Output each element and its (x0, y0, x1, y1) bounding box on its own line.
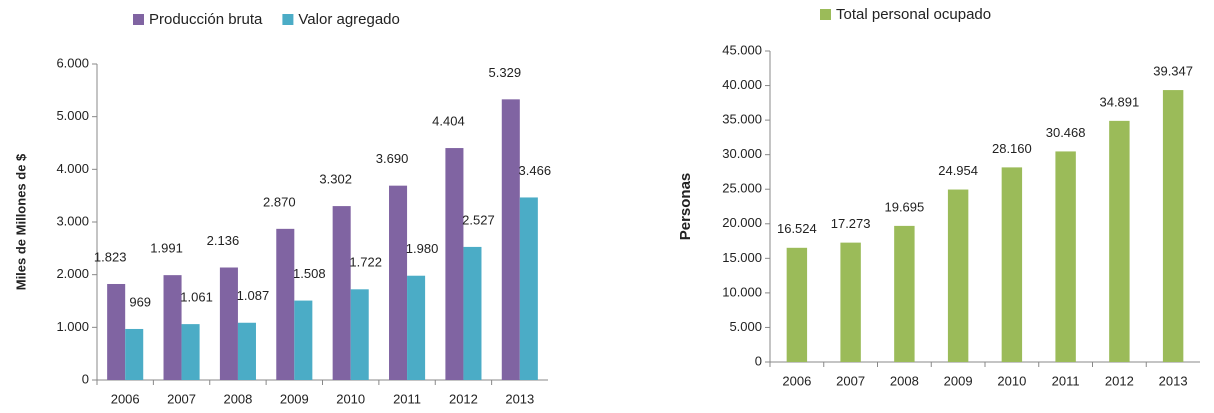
x-tick-label: 2013 (1159, 373, 1188, 388)
y-axis-label: Miles de Millones de $ (13, 153, 28, 290)
bar (786, 247, 808, 362)
bar (407, 275, 426, 380)
data-label: 1.980 (406, 241, 439, 256)
x-tick-label: 2011 (1052, 373, 1080, 388)
bar (237, 322, 256, 380)
data-label: 1.991 (150, 241, 183, 256)
x-tick-label: 2006 (111, 391, 140, 406)
x-tick-label: 2007 (836, 373, 865, 388)
y-tick-label: 6.000 (56, 55, 89, 70)
bar (107, 283, 126, 380)
y-tick-label: 10.000 (722, 284, 762, 299)
y-tick-label: 15.000 (722, 250, 762, 265)
bar (445, 148, 464, 380)
data-label: 3.302 (319, 172, 352, 187)
x-tick-label: 2007 (167, 391, 196, 406)
bar (947, 189, 969, 362)
data-label: 969 (129, 294, 151, 309)
bar (125, 328, 144, 380)
bar (463, 246, 482, 380)
bar (1001, 167, 1023, 362)
y-tick-label: 40.000 (722, 77, 762, 92)
legend-label: Total personal ocupado (836, 6, 991, 23)
bar (501, 99, 520, 381)
data-label: 28.160 (992, 141, 1032, 156)
legend-swatch (133, 14, 144, 25)
bar (1055, 151, 1076, 362)
y-tick-label: 5.000 (56, 108, 89, 123)
x-tick-label: 2008 (890, 373, 919, 388)
data-label: 17.273 (831, 216, 871, 231)
data-label: 3.690 (376, 151, 409, 166)
x-tick-label: 2011 (393, 391, 421, 406)
x-tick-label: 2013 (505, 391, 534, 406)
x-tick-label: 2009 (280, 391, 309, 406)
bar (294, 300, 313, 380)
x-tick-label: 2010 (997, 373, 1026, 388)
y-tick-label: 35.000 (722, 112, 762, 127)
data-label: 5.329 (489, 65, 522, 80)
y-tick-label: 1.000 (56, 319, 89, 334)
data-label: 16.524 (777, 221, 817, 236)
bar (332, 206, 351, 380)
y-tick-label: 3.000 (56, 213, 89, 228)
bar (840, 242, 861, 362)
data-label: 2.870 (263, 194, 296, 209)
bar (1162, 90, 1184, 362)
y-tick-label: 0 (755, 353, 762, 368)
data-label: 1.061 (180, 290, 213, 305)
data-label: 3.466 (519, 163, 552, 178)
y-tick-label: 2.000 (56, 266, 89, 281)
legend-swatch (820, 9, 831, 20)
x-tick-label: 2010 (336, 391, 365, 406)
data-label: 1.087 (237, 288, 270, 303)
bar (163, 275, 182, 380)
bar (350, 289, 369, 380)
x-tick-label: 2012 (1105, 373, 1134, 388)
legend-swatch (282, 14, 294, 25)
bar (1109, 120, 1130, 362)
y-tick-label: 20.000 (722, 215, 762, 230)
data-label: 19.695 (884, 199, 924, 214)
bar (389, 185, 408, 380)
y-tick-label: 0 (82, 371, 89, 386)
data-label: 1.823 (94, 249, 127, 264)
data-label: 2.527 (462, 212, 495, 227)
data-label: 2.136 (207, 233, 240, 248)
data-label: 39.347 (1153, 64, 1193, 79)
bar (219, 267, 238, 380)
y-axis-label: Personas (677, 173, 694, 241)
legend-label: Valor agregado (298, 11, 399, 28)
data-label: 1.508 (293, 266, 326, 281)
data-label: 24.954 (938, 163, 978, 178)
x-tick-label: 2006 (782, 373, 811, 388)
legend-label: Producción bruta (149, 11, 263, 28)
bar (894, 225, 915, 362)
data-label: 30.468 (1046, 125, 1086, 140)
y-tick-label: 45.000 (722, 42, 762, 57)
x-tick-label: 2012 (449, 391, 478, 406)
y-tick-label: 25.000 (722, 181, 762, 196)
bar (181, 324, 200, 380)
data-label: 1.722 (349, 255, 382, 270)
y-tick-label: 5.000 (729, 319, 762, 334)
bar (519, 197, 538, 380)
y-tick-label: 4.000 (56, 161, 89, 176)
y-tick-label: 30.000 (722, 146, 762, 161)
x-tick-label: 2009 (944, 373, 973, 388)
x-tick-label: 2008 (223, 391, 252, 406)
bar (276, 228, 295, 380)
data-label: 4.404 (432, 113, 465, 128)
data-label: 34.891 (1099, 94, 1139, 109)
